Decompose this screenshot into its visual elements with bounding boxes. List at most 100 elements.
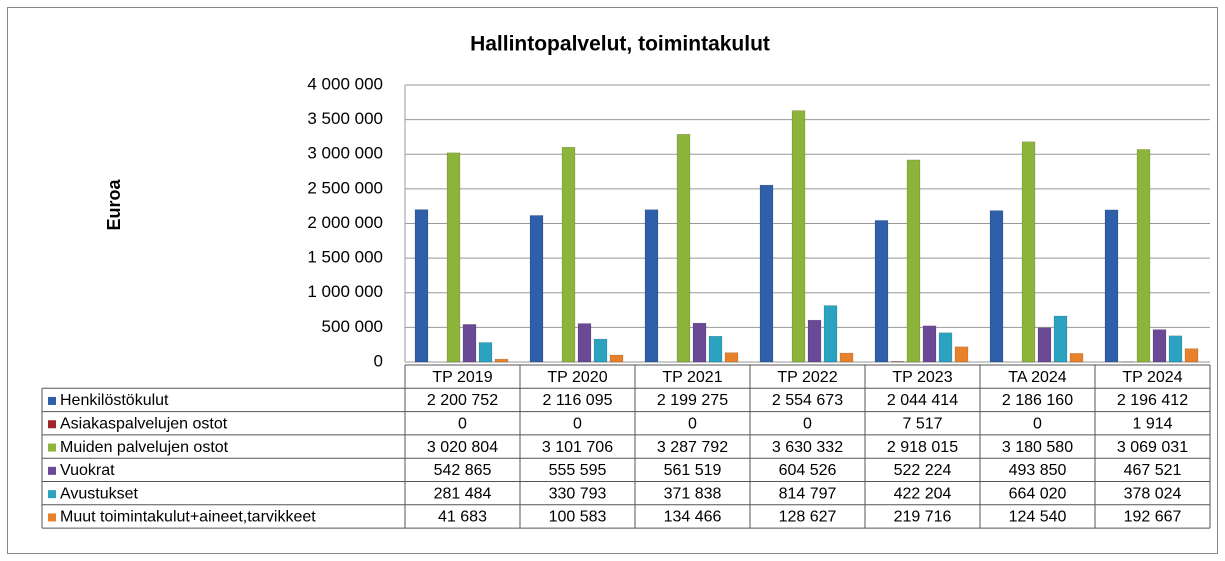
legend-swatch: [48, 513, 56, 522]
bar: [1184, 348, 1199, 363]
bar: [529, 215, 544, 363]
data-label: 522 224: [894, 462, 952, 479]
data-label: 3 101 706: [542, 439, 613, 456]
bar: [1136, 149, 1151, 363]
data-label: 0: [1033, 415, 1042, 432]
y-tick-label: 1 500 000: [307, 248, 383, 267]
y-tick-label: 3 500 000: [307, 109, 383, 128]
bar: [1053, 315, 1068, 363]
bar: [1104, 209, 1119, 363]
data-label: 3 630 332: [772, 439, 843, 456]
bar: [906, 159, 921, 363]
y-tick-label: 0: [374, 351, 383, 370]
y-axis-label: Euroa: [104, 179, 124, 231]
data-label: 0: [458, 415, 467, 432]
bar: [839, 352, 854, 363]
x-tick-label: TP 2021: [662, 369, 722, 386]
legend-label: Asiakaspalvelujen ostot: [60, 415, 228, 432]
data-label: 3 180 580: [1002, 439, 1073, 456]
bar: [462, 324, 477, 363]
bar: [478, 342, 493, 363]
y-tick-label: 500 000: [322, 317, 383, 336]
bar: [1037, 327, 1052, 363]
data-label: 2 044 414: [887, 392, 958, 409]
bar: [1152, 329, 1167, 363]
data-label: 330 793: [549, 485, 607, 502]
data-label: 41 683: [438, 509, 487, 526]
bar: [561, 146, 576, 363]
bar: [1069, 353, 1084, 363]
data-label: 1 914: [1132, 415, 1172, 432]
data-label: 281 484: [434, 485, 492, 502]
bar: [954, 346, 969, 363]
legend-swatch: [48, 443, 56, 452]
data-label: 124 540: [1009, 509, 1067, 526]
data-label: 2 196 412: [1117, 392, 1188, 409]
bar: [922, 325, 937, 363]
data-label: 542 865: [434, 462, 492, 479]
legend-swatch: [48, 420, 56, 429]
bar: [577, 323, 592, 363]
legend-label: Henkilöstökulut: [60, 392, 169, 409]
data-label: 0: [803, 415, 812, 432]
bar: [708, 336, 723, 363]
data-label: 2 116 095: [543, 392, 613, 409]
chart-title: Hallintopalvelut, toimintakulut: [470, 33, 770, 56]
data-label: 561 519: [664, 462, 722, 479]
bar: [644, 209, 659, 363]
data-label: 3 287 792: [657, 439, 728, 456]
data-label: 128 627: [779, 509, 837, 526]
legend-label: Muut toimintakulut+aineet,tarvikkeet: [60, 509, 316, 526]
bar: [1168, 335, 1183, 363]
data-label: 0: [688, 415, 697, 432]
bar: [692, 322, 707, 363]
bar: [494, 358, 509, 363]
bar: [724, 352, 739, 363]
bar: [791, 110, 806, 363]
legend-label: Avustukset: [60, 485, 139, 502]
x-tick-label: TP 2019: [432, 369, 492, 386]
chart-frame: [7, 7, 1218, 554]
data-label: 3 020 804: [427, 439, 498, 456]
bar: [807, 319, 822, 363]
legend-label: Vuokrat: [60, 462, 115, 479]
data-label: 2 200 752: [427, 392, 498, 409]
y-tick-label: 4 000 000: [307, 74, 383, 93]
data-label: 2 918 015: [887, 439, 958, 456]
data-label: 604 526: [779, 462, 837, 479]
data-label: 100 583: [549, 509, 607, 526]
data-label: 493 850: [1009, 462, 1067, 479]
y-tick-label: 2 500 000: [307, 178, 383, 197]
x-tick-label: TA 2024: [1008, 369, 1067, 386]
bar: [874, 220, 889, 363]
data-label: 371 838: [664, 485, 722, 502]
bar: [414, 209, 429, 363]
data-label: 2 199 275: [657, 392, 728, 409]
x-tick-label: TP 2023: [892, 369, 952, 386]
data-label: 134 466: [664, 509, 722, 526]
bar: [676, 134, 691, 363]
y-tick-label: 3 000 000: [307, 144, 383, 163]
bar: [759, 184, 774, 363]
bar: [609, 354, 624, 363]
x-tick-label: TP 2024: [1122, 369, 1182, 386]
data-label: 422 204: [894, 485, 952, 502]
y-tick-label: 2 000 000: [307, 213, 383, 232]
data-label: 555 595: [549, 462, 607, 479]
y-tick-label: 1 000 000: [307, 282, 383, 301]
x-tick-label: TP 2022: [777, 369, 837, 386]
bar: [890, 361, 905, 363]
data-label: 467 521: [1124, 462, 1182, 479]
bar: [989, 210, 1004, 363]
legend-label: Muiden palvelujen ostot: [60, 439, 229, 456]
bar: [938, 332, 953, 363]
data-label: 192 667: [1124, 509, 1182, 526]
legend-swatch: [48, 490, 56, 499]
legend-swatch: [48, 466, 56, 475]
data-label: 814 797: [779, 485, 837, 502]
data-label: 0: [573, 415, 582, 432]
data-label: 2 186 160: [1002, 392, 1073, 409]
x-tick-label: TP 2020: [547, 369, 607, 386]
bar: [446, 152, 461, 363]
bar: [1021, 141, 1036, 363]
